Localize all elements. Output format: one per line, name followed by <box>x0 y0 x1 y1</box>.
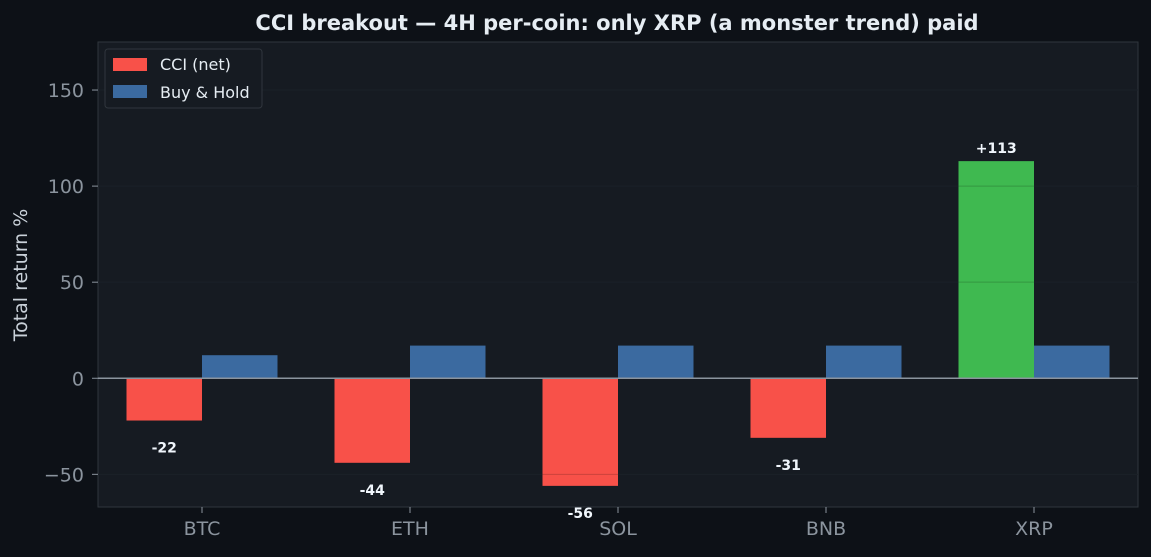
data-label-cci-xrp: +113 <box>976 141 1017 157</box>
legend-swatch-buy-hold <box>113 85 147 98</box>
bar-buy-hold-btc <box>202 355 278 379</box>
bar-cci-btc <box>126 378 202 421</box>
legend-label-buy-hold: Buy & Hold <box>160 83 250 102</box>
data-labels: -22 -44 -56 -31 +113 <box>152 141 1017 522</box>
legend-swatch-cci <box>113 58 147 71</box>
x-axis: BTC ETH SOL BNB XRP <box>184 507 1053 540</box>
bar-buy-hold-bnb <box>826 345 902 379</box>
data-label-cci-btc: -22 <box>152 441 177 457</box>
bar-cci-sol <box>542 378 618 486</box>
bars <box>126 161 1110 486</box>
bar-buy-hold-xrp <box>1034 345 1110 379</box>
y-tick-label: −50 <box>44 464 84 486</box>
chart-title: CCI breakout — 4H per-coin: only XRP (a … <box>255 11 978 35</box>
gridlines-overlay <box>98 89 1138 475</box>
y-tick-label: 150 <box>48 80 84 102</box>
bar-buy-hold-eth <box>410 345 486 379</box>
y-tick-label: 50 <box>60 272 84 294</box>
bar-cci-bnb <box>750 378 826 438</box>
legend: CCI (net) Buy & Hold <box>104 48 263 109</box>
y-tick-label: 100 <box>48 176 84 198</box>
bar-cci-xrp <box>958 161 1034 379</box>
y-axis-label: Total return % <box>10 209 32 343</box>
x-tick-label-xrp: XRP <box>1015 518 1053 540</box>
x-tick-label-eth: ETH <box>391 518 429 540</box>
x-tick-label-btc: BTC <box>184 518 221 540</box>
bar-cci-eth <box>334 378 410 463</box>
bar-buy-hold-sol <box>618 345 694 379</box>
x-tick-label-bnb: BNB <box>806 518 846 540</box>
x-tick-label-sol: SOL <box>599 518 637 540</box>
y-axis: −50 0 50 100 150 <box>44 80 98 486</box>
legend-label-cci: CCI (net) <box>160 55 231 74</box>
data-label-cci-eth: -44 <box>360 483 386 499</box>
data-label-cci-sol: -56 <box>568 506 593 522</box>
y-tick-label: 0 <box>72 368 84 390</box>
data-label-cci-bnb: -31 <box>776 458 801 474</box>
